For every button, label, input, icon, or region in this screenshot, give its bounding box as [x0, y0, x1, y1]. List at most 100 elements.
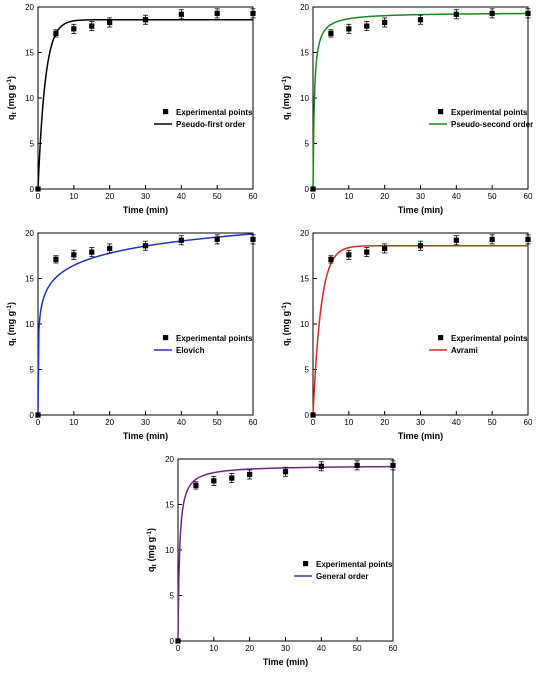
y-axis-label-ylabel-sub: t [11, 111, 18, 114]
data-point [364, 249, 370, 255]
data-point [214, 10, 220, 16]
x-tick-label: 20 [245, 644, 254, 653]
legend-marker-points [303, 561, 309, 567]
data-point [364, 23, 370, 29]
chart-avrami: 0 10 20 30 40 50 60 0 5 10 15 20 Time (min) qt(mg g-1… [275, 226, 550, 454]
y-tick-label: 20 [300, 229, 309, 238]
chart-svg: 0 10 20 30 40 50 60 0 5 10 15 20 Time (min) qt(mg g-1… [6, 229, 258, 441]
data-point [318, 463, 324, 469]
legend-label-points: Experimental points [451, 108, 528, 117]
data-point [525, 10, 531, 16]
y-tick-label: 20 [165, 455, 174, 464]
x-axis-label: Time (min) [263, 657, 308, 667]
y-axis-label-ylabel-close: ) [281, 76, 291, 79]
x-tick-label: 10 [344, 418, 353, 427]
y-axis-label: qt(mg g-1) [6, 76, 18, 120]
y-axis-label-ylabel-unit: (mg g [281, 311, 291, 336]
data-point [71, 26, 77, 32]
y-axis-label-ylabel-close: ) [6, 76, 16, 79]
x-axis-label: Time (min) [123, 205, 168, 215]
chart-svg: 0 10 20 30 40 50 60 0 5 10 15 20 Time (min) qt(mg g-1… [281, 3, 533, 215]
y-tick-label: 10 [25, 320, 34, 329]
data-point [178, 237, 184, 243]
data-point [107, 19, 113, 26]
y-axis-label-ylabel: q [6, 340, 16, 346]
data-point [178, 11, 184, 17]
chart-general-order: 0 10 20 30 40 50 60 0 5 10 15 20 Time (min) qt(mg g-1… [140, 452, 415, 676]
y-axis-label-ylabel-sup: -1 [146, 531, 153, 537]
x-tick-label: 60 [389, 644, 398, 653]
data-point [107, 245, 113, 252]
y-axis-label-ylabel-sub: t [286, 337, 293, 340]
y-tick-label: 10 [165, 546, 174, 555]
data-point [142, 243, 149, 249]
x-tick-label: 50 [213, 418, 222, 427]
y-axis-label-ylabel-close: ) [6, 302, 16, 305]
data-point [382, 19, 388, 26]
y-axis-label-ylabel-close: ) [281, 302, 291, 305]
data-point [328, 30, 334, 36]
x-tick-label: 0 [311, 192, 316, 201]
data-point [489, 10, 495, 16]
x-tick-label: 50 [488, 418, 497, 427]
data-point [89, 23, 95, 29]
y-axis-label-ylabel-sup: -1 [6, 305, 13, 311]
fit-curve [177, 465, 394, 642]
legend-label-points: Experimental points [451, 334, 528, 343]
y-axis-label-ylabel: q [281, 340, 291, 346]
legend-label-points: Experimental points [316, 560, 393, 569]
legend-label-points: Experimental points [176, 108, 253, 117]
legend-marker-points [163, 109, 169, 115]
data-point [214, 236, 220, 242]
data-point [417, 243, 424, 249]
data-point [247, 471, 253, 478]
x-tick-label: 50 [213, 192, 222, 201]
x-tick-label: 40 [452, 192, 461, 201]
y-axis-label-ylabel: q [6, 114, 16, 120]
x-axis-label: Time (min) [123, 431, 168, 441]
data-point [53, 30, 59, 36]
x-axis-label: Time (min) [398, 431, 443, 441]
y-axis-label-ylabel: q [281, 114, 291, 120]
x-tick-label: 20 [105, 418, 114, 427]
x-tick-label: 30 [141, 192, 150, 201]
chart-elovich: 0 10 20 30 40 50 60 0 5 10 15 20 Time (min) qt(mg g-1… [0, 226, 275, 454]
y-axis-label-ylabel-unit: (mg g [146, 537, 156, 562]
y-tick-label: 20 [25, 229, 34, 238]
x-tick-label: 60 [249, 192, 258, 201]
x-tick-label: 60 [249, 418, 258, 427]
data-point [346, 26, 352, 32]
y-axis-label: qt(mg g-1) [146, 528, 158, 572]
y-tick-label: 10 [300, 94, 309, 103]
x-tick-label: 50 [488, 192, 497, 201]
data-point [71, 252, 77, 258]
y-tick-label: 5 [170, 592, 175, 601]
data-point [310, 412, 316, 418]
data-point [282, 469, 289, 475]
y-axis-label-ylabel-unit: (mg g [281, 85, 291, 110]
data-point [525, 236, 531, 242]
y-tick-label: 0 [305, 185, 310, 194]
y-axis-label-ylabel-close: ) [146, 528, 156, 531]
y-tick-label: 20 [300, 3, 309, 12]
legend-marker-points [438, 109, 444, 115]
chart-pseudo-second-order: 0 10 20 30 40 50 60 0 5 10 15 20 Time (min) qt(mg g-1… [275, 0, 550, 228]
chart-svg: 0 10 20 30 40 50 60 0 5 10 15 20 Time (min) qt(mg g-1… [281, 229, 533, 441]
fit-curve [312, 244, 528, 416]
data-point [328, 256, 334, 262]
y-tick-label: 5 [30, 140, 35, 149]
y-axis-label: qt(mg g-1) [281, 302, 293, 346]
y-tick-label: 15 [300, 49, 309, 58]
plot-frame [177, 458, 394, 642]
x-tick-label: 20 [105, 192, 114, 201]
legend-label-fit: Pseudo-second order [451, 120, 533, 129]
fit-curve [37, 233, 254, 416]
x-axis-label: Time (min) [398, 205, 443, 215]
x-tick-label: 20 [380, 192, 389, 201]
y-tick-label: 20 [25, 3, 34, 12]
fit-curve [312, 12, 528, 190]
data-point [390, 462, 396, 468]
x-tick-label: 20 [380, 418, 389, 427]
y-tick-label: 15 [25, 49, 34, 58]
y-tick-label: 0 [305, 411, 310, 420]
